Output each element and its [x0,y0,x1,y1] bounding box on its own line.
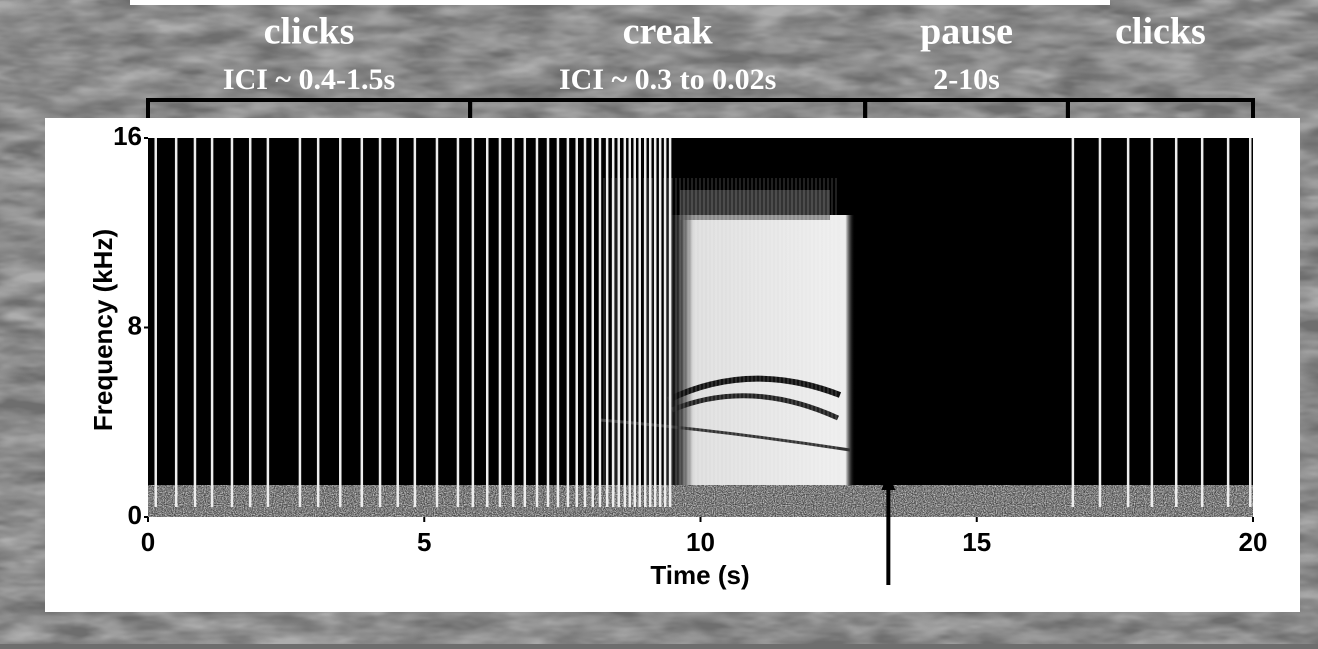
y-tick-label: 16 [113,121,142,151]
segment-sublabel: 2-10s [933,63,1000,96]
x-tick-label: 0 [141,527,155,557]
x-tick-label: 20 [1239,527,1268,557]
segment-label: creak [623,11,714,53]
x-tick-label: 5 [417,527,431,557]
creak-top [680,190,830,220]
segment-label: clicks [264,11,355,53]
segment-sublabel: ICI ~ 0.4-1.5s [223,63,395,96]
segment-label: clicks [1115,11,1206,53]
y-axis-label: Frequency (kHz) [88,229,118,431]
x-tick-label: 10 [686,527,715,557]
harmonic-band [671,393,840,421]
y-tick-label: 0 [128,500,142,530]
top-box [130,0,1110,5]
segment-label: pause [920,11,1013,53]
arrow-head [881,472,896,490]
x-tick-label: 15 [962,527,991,557]
low-noise-grain [148,485,1253,517]
segment-bracket [1065,98,1255,118]
y-tick-label: 8 [128,310,142,340]
segment-sublabel: ICI ~ 0.3 to 0.02s [559,63,776,96]
creak-region [665,215,855,497]
harmonic-band [666,375,842,403]
plot-area [148,138,1253,517]
x-axis-label: Time (s) [650,560,749,590]
